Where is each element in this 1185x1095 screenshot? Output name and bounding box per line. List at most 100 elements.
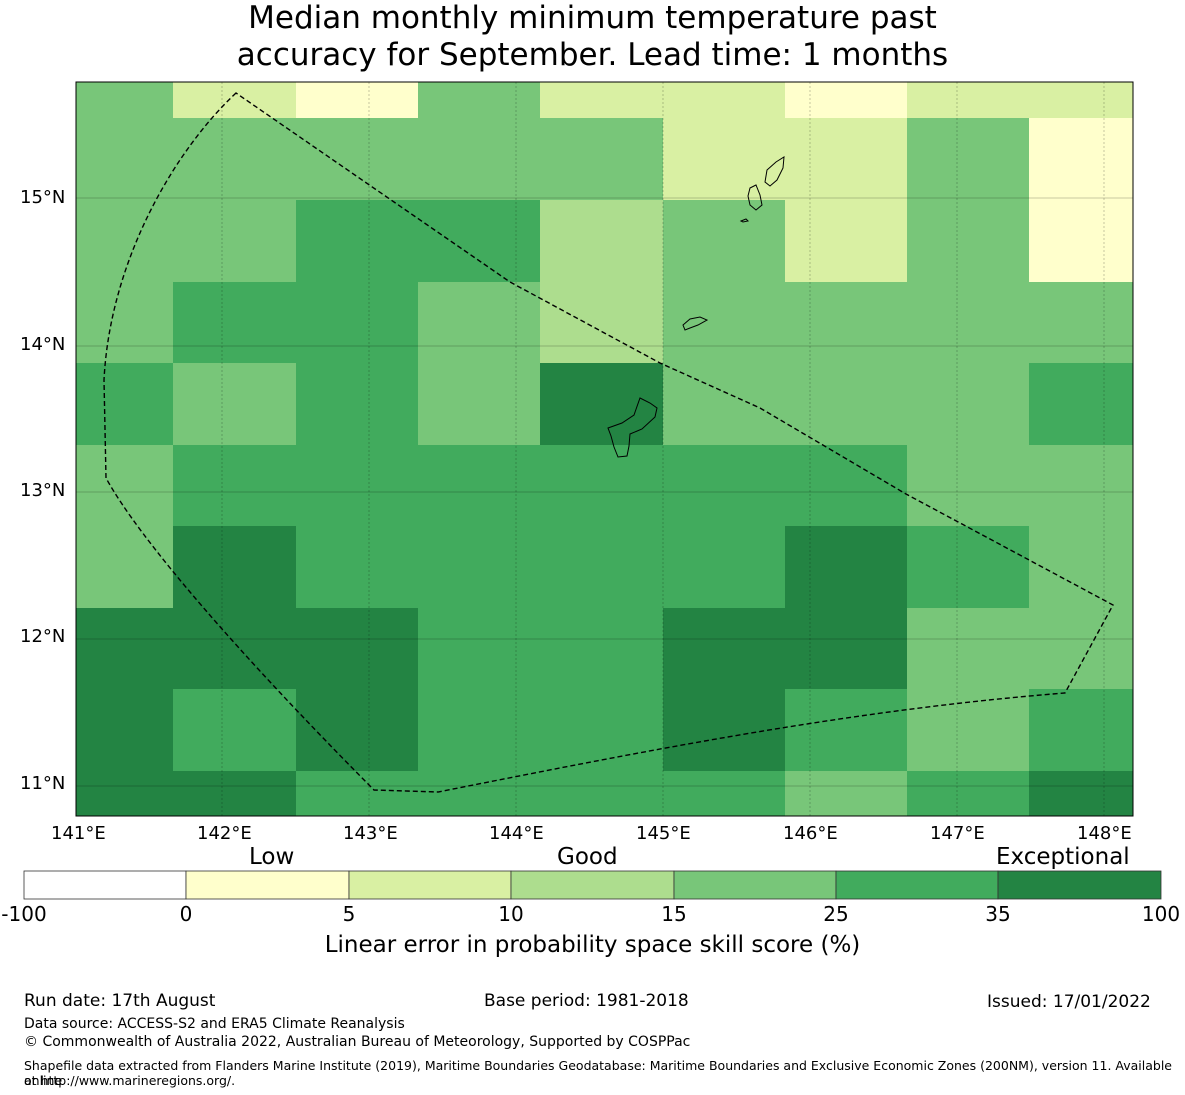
map-frame [75,81,1134,817]
grid-cell [540,608,663,689]
grid-cell [418,445,540,526]
grid-cell [785,526,907,608]
grid-cell [173,689,296,771]
grid-cell [663,200,785,282]
grid-cell [1029,82,1133,118]
category-good: Good [557,844,618,870]
colorbar-swatch [510,870,675,900]
grid-cell [76,363,173,445]
colorbar-tick: 15 [661,902,687,926]
grid-cell [296,282,418,363]
data-source: Data source: ACCESS-S2 and ERA5 Climate … [24,1016,405,1032]
grid-cell [173,445,296,526]
skill-grid [76,82,1133,816]
grid-cell [173,200,296,282]
rota-island [682,316,709,331]
grid-cell [296,771,418,816]
colorbar-tick: 0 [179,902,193,926]
grid-cell [418,689,540,771]
grid-cell [907,363,1029,445]
grid-cell [907,771,1029,816]
grid-cell [76,608,173,689]
grid-cell [540,363,663,445]
grid-cell [540,82,663,118]
grid-cell [173,771,296,816]
colorbar-swatch [185,870,350,900]
grid-cell [173,282,296,363]
grid-cell [418,771,540,816]
lon-label-147: 147°E [930,823,985,844]
grid-cell [663,608,785,689]
map-title-line1: Median monthly minimum temperature past [248,0,937,36]
tinian-island [747,184,763,211]
colorbar-swatch [348,870,512,900]
lon-label-145: 145°E [636,823,691,844]
colorbar-tick: 10 [498,902,524,926]
grid-cell [907,200,1029,282]
grid-cell [907,689,1029,771]
grid-cell [418,200,540,282]
grid-cell [1029,689,1133,771]
grid-cell [663,82,785,118]
graticule [75,82,1133,816]
base-period: Base period: 1981-2018 [484,991,689,1011]
grid-cell [540,282,663,363]
grid-cell [418,526,540,608]
grid-cell [76,118,173,200]
grid-cell [663,445,785,526]
grid-cell [540,689,663,771]
grid-cell [663,282,785,363]
lat-label-11: 11°N [20,773,66,794]
grid-cell [296,445,418,526]
grid-cell [173,363,296,445]
eez-boundary [103,92,1114,793]
colorbar-tick: 5 [342,902,356,926]
grid-cell [907,608,1029,689]
grid-cell [663,526,785,608]
grid-cell [663,771,785,816]
grid-cell [785,200,907,282]
grid-cell [1029,771,1133,816]
copyright: © Commonwealth of Australia 2022, Austra… [24,1034,691,1050]
lat-label-15: 15°N [20,187,66,208]
grid-cell [76,445,173,526]
grid-cell [173,82,296,118]
grid-cell [663,118,785,200]
grid-cell [785,689,907,771]
lat-label-14: 14°N [20,334,66,355]
islands [607,156,785,458]
category-low: Low [249,844,295,870]
grid-cell [785,118,907,200]
grid-cell [1029,445,1133,526]
grid-cell [296,526,418,608]
issued-date: Issued: 17/01/2022 [987,992,1151,1012]
grid-cell [76,771,173,816]
grid-cell [785,282,907,363]
lon-label-141: 141°E [51,823,106,844]
shapefile-credit-line2: at http://www.marineregions.org/. [24,1073,236,1088]
grid-cell [540,445,663,526]
grid-cell [173,608,296,689]
grid-cell [76,526,173,608]
grid-cell [785,363,907,445]
colorbar-tick: -100 [1,902,47,926]
colorbar-swatch [23,870,187,900]
grid-cell [296,200,418,282]
grid-cell [418,82,540,118]
grid-cell [296,689,418,771]
grid-cell [907,118,1029,200]
grid-cell [907,526,1029,608]
category-exceptional: Exceptional [996,844,1130,870]
colorbar-swatch [673,870,837,900]
colorbar-label: Linear error in probability space skill … [324,932,861,958]
grid-cell [1029,282,1133,363]
map-title-line2: accuracy for September. Lead time: 1 mon… [236,37,949,73]
grid-cell [785,82,907,118]
grid-cell [418,118,540,200]
lat-label-12: 12°N [20,626,66,647]
grid-cell [296,118,418,200]
grid-cell [540,118,663,200]
grid-cell [173,118,296,200]
grid-cell [663,689,785,771]
